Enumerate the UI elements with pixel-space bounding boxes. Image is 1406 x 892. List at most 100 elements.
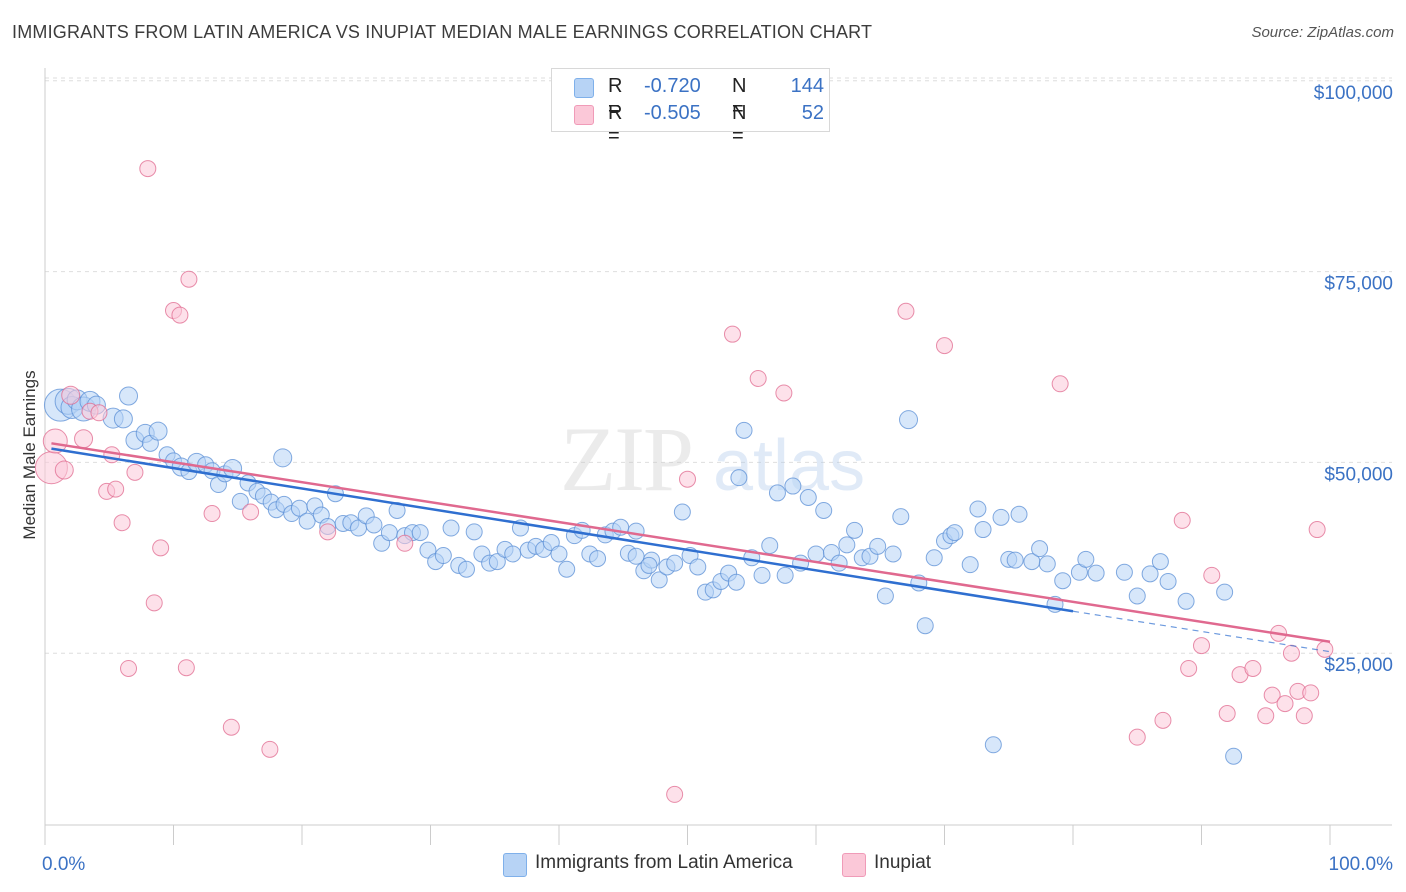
- data-point: [1173, 511, 1191, 529]
- data-point: [1180, 659, 1198, 677]
- data-point: [807, 545, 825, 563]
- data-point: [969, 500, 987, 518]
- data-point: [61, 385, 81, 405]
- series-immigrants-latin-america: [43, 386, 1243, 765]
- data-point: [1051, 375, 1069, 393]
- data-point: [1151, 553, 1169, 571]
- data-point: [396, 534, 414, 552]
- data-point: [1216, 583, 1234, 601]
- data-point: [916, 617, 934, 635]
- data-point: [1006, 551, 1024, 569]
- data-point: [442, 519, 460, 537]
- legend-r-label: R =: [608, 75, 623, 120]
- data-point: [1225, 747, 1243, 765]
- chart-title: IMMIGRANTS FROM LATIN AMERICA VS INUPIAT…: [12, 22, 873, 42]
- bottom-legend-label: Immigrants from Latin America: [535, 852, 793, 873]
- legend-n-label: N =: [732, 75, 747, 120]
- data-point: [627, 522, 645, 540]
- data-point: [1077, 550, 1095, 568]
- y-tick-label: $50,000: [1324, 464, 1393, 485]
- data-point: [113, 409, 133, 429]
- x-tick-label-max: 100.0%: [1329, 854, 1394, 875]
- data-point: [775, 384, 793, 402]
- data-point: [550, 545, 568, 563]
- data-point: [1128, 587, 1146, 605]
- data-point: [113, 514, 131, 532]
- data-point: [411, 524, 429, 542]
- data-point: [145, 594, 163, 612]
- trend-line-immigrants: [51, 447, 1074, 613]
- data-point: [749, 369, 767, 387]
- data-point: [946, 524, 964, 542]
- data-point: [180, 270, 198, 288]
- data-point: [1308, 521, 1326, 539]
- data-point: [753, 566, 771, 584]
- data-point: [650, 571, 668, 589]
- data-point: [892, 508, 910, 526]
- data-point: [768, 484, 786, 502]
- data-point: [54, 460, 74, 480]
- data-point: [1203, 566, 1221, 584]
- data-point: [730, 469, 748, 487]
- data-point: [1295, 707, 1313, 725]
- data-point: [884, 545, 902, 563]
- data-point: [846, 521, 864, 539]
- data-point: [1193, 637, 1210, 655]
- x-tick-labels: 0.0% 100.0%: [42, 854, 1393, 875]
- data-point: [1010, 505, 1028, 523]
- data-point: [640, 556, 658, 574]
- data-point: [1282, 644, 1300, 662]
- data-point: [298, 512, 316, 530]
- data-point: [1128, 728, 1146, 746]
- data-point: [171, 306, 189, 324]
- data-point: [177, 659, 195, 677]
- data-point: [139, 160, 157, 178]
- data-point: [152, 539, 170, 557]
- data-point: [727, 573, 745, 591]
- data-point: [679, 470, 696, 488]
- legend-r-label: R =: [608, 102, 623, 147]
- data-point: [126, 463, 144, 481]
- data-point: [936, 337, 953, 355]
- data-point: [876, 587, 894, 605]
- data-point: [222, 718, 240, 736]
- data-point: [119, 386, 139, 406]
- data-point: [1087, 564, 1105, 582]
- watermark-atlas: atlas: [713, 426, 865, 506]
- watermark-zip: ZIP: [560, 408, 692, 510]
- data-point: [673, 503, 691, 521]
- data-point: [761, 537, 779, 555]
- data-point: [1244, 659, 1262, 677]
- data-point: [838, 536, 856, 554]
- data-point: [1159, 572, 1177, 590]
- data-point: [869, 537, 887, 555]
- data-point: [42, 428, 68, 454]
- data-point: [90, 404, 108, 422]
- data-point: [465, 523, 483, 541]
- trend-lines: [51, 442, 1331, 653]
- bottom-legend-swatch-pink: [842, 853, 866, 877]
- data-point: [1141, 565, 1159, 583]
- y-tick-labels: $25,000 $50,000 $75,000 $100,000: [1314, 83, 1393, 676]
- bottom-legend-label: Inupiat: [874, 852, 932, 873]
- data-point: [1154, 711, 1172, 729]
- watermark: ZIP atlas: [560, 408, 865, 510]
- stats-legend: R = -0.720 N = 144 R = -0.505 N = 52: [551, 68, 830, 147]
- grid-lines: [45, 77, 1392, 654]
- series-inupiat: [34, 160, 1334, 803]
- data-point: [735, 421, 753, 439]
- data-point: [1218, 704, 1236, 722]
- data-point: [107, 480, 125, 498]
- data-point: [689, 558, 707, 576]
- bottom-legend-swatch-blue: [503, 853, 527, 877]
- data-point: [504, 545, 522, 563]
- data-point: [984, 736, 1002, 754]
- data-point: [666, 554, 684, 572]
- data-point: [434, 547, 452, 565]
- data-point: [776, 566, 794, 584]
- legend-r-value: -0.720: [644, 75, 701, 97]
- data-point: [799, 489, 817, 507]
- data-point: [120, 659, 138, 677]
- data-point: [242, 503, 260, 521]
- data-point: [897, 302, 915, 320]
